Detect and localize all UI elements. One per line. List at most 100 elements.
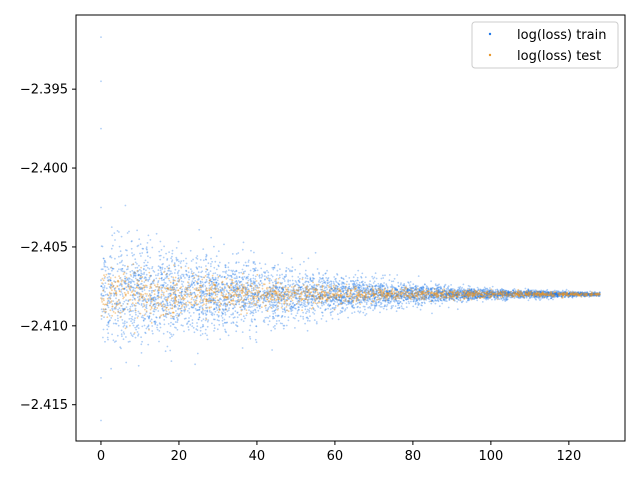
train-point [306, 277, 309, 280]
train-point [175, 289, 177, 292]
train-point [251, 294, 253, 297]
train-point [554, 292, 557, 295]
train-point [477, 288, 480, 290]
train-point [212, 318, 215, 321]
train-point [310, 295, 313, 298]
train-point [582, 293, 584, 296]
train-point [302, 315, 304, 318]
train-point [186, 322, 189, 324]
train-point [289, 306, 292, 309]
train-point [329, 298, 332, 301]
train-point [221, 313, 224, 315]
train-point [417, 275, 420, 277]
train-point [277, 263, 279, 266]
train-point [586, 294, 589, 297]
train-point [500, 291, 502, 294]
train-point [194, 273, 197, 276]
train-point [216, 279, 219, 282]
train-point [124, 275, 126, 278]
train-point [111, 333, 113, 336]
train-point [191, 319, 194, 321]
train-point [253, 299, 256, 302]
train-point [359, 294, 362, 296]
train-point [343, 287, 345, 290]
train-point [524, 291, 527, 294]
train-point [230, 269, 233, 272]
train-point [353, 311, 356, 313]
train-point [342, 301, 345, 304]
train-point [243, 303, 246, 305]
train-point [147, 280, 150, 282]
train-point [332, 307, 334, 309]
train-point [302, 318, 305, 320]
train-point [438, 290, 441, 293]
train-point [259, 295, 262, 298]
train-point [163, 270, 166, 273]
train-point [400, 282, 402, 284]
train-point [580, 292, 583, 294]
train-point [346, 295, 348, 298]
train-point [213, 324, 216, 327]
train-point [205, 299, 208, 302]
train-point [392, 300, 395, 302]
train-point [168, 301, 171, 304]
train-point [418, 298, 420, 300]
train-point [356, 279, 359, 281]
train-point [242, 278, 244, 281]
train-point [307, 303, 310, 306]
train-point [271, 266, 274, 269]
train-point [518, 294, 520, 296]
train-point [321, 314, 324, 317]
train-point [172, 281, 175, 284]
train-point [249, 335, 251, 338]
train-point [136, 263, 138, 265]
train-point [121, 267, 124, 270]
train-point [307, 317, 309, 320]
train-point [315, 295, 317, 298]
train-point [141, 273, 144, 275]
train-point [174, 268, 177, 271]
train-point [345, 291, 348, 294]
train-point [141, 325, 144, 328]
train-point [300, 288, 302, 291]
train-point [323, 279, 325, 282]
train-point [260, 297, 263, 300]
train-point [189, 315, 192, 317]
train-point [214, 310, 217, 313]
train-point [516, 290, 518, 293]
train-point [213, 308, 216, 310]
train-point [461, 293, 464, 296]
train-point [157, 274, 159, 277]
train-point [534, 295, 537, 298]
train-point [145, 327, 148, 330]
train-point [161, 291, 164, 294]
train-point [572, 292, 574, 295]
train-point [357, 305, 359, 308]
train-point [274, 312, 277, 314]
train-point [439, 290, 441, 293]
train-point [340, 283, 343, 285]
train-point [513, 288, 516, 290]
train-point [321, 311, 323, 314]
train-point [104, 282, 107, 284]
train-point [191, 286, 194, 289]
train-point [438, 286, 441, 289]
train-point [338, 298, 340, 300]
train-point [210, 301, 213, 303]
train-point [349, 291, 352, 293]
train-point [216, 293, 219, 296]
train-point [289, 300, 292, 303]
train-point [141, 290, 144, 293]
train-point [382, 277, 385, 279]
train-point [118, 301, 121, 304]
train-point [213, 313, 216, 316]
train-point [199, 329, 202, 332]
train-point [215, 268, 218, 271]
train-point [252, 280, 255, 283]
train-point [281, 315, 284, 317]
train-point [537, 293, 540, 296]
train-point [134, 311, 137, 314]
train-point [350, 280, 352, 283]
train-point [358, 311, 361, 314]
train-point [195, 262, 198, 264]
